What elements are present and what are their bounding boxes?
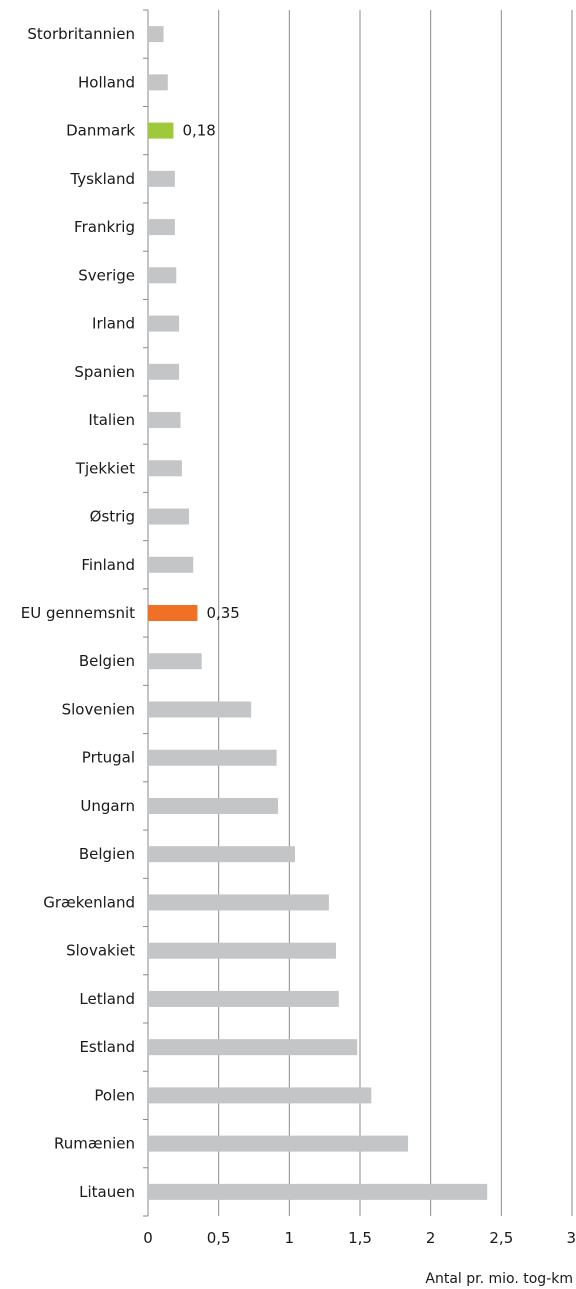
bar	[148, 74, 168, 91]
bars	[148, 26, 488, 1200]
category-label: Storbritannien	[27, 25, 135, 43]
category-label: Grækenland	[43, 893, 135, 911]
x-axis-title: Antal pr. mio. tog-km	[425, 1271, 573, 1287]
category-label: Tjekkiet	[75, 459, 135, 477]
category-label: Frankrig	[74, 218, 135, 236]
x-tick-label: 1,5	[348, 1229, 372, 1247]
y-axis	[143, 9, 149, 1217]
category-label: Prtugal	[82, 749, 135, 767]
bar	[148, 749, 277, 766]
bar	[148, 1135, 409, 1152]
bar	[148, 412, 181, 429]
category-label: Irland	[92, 315, 135, 333]
bar	[148, 605, 198, 621]
bar	[148, 1183, 488, 1200]
bar	[148, 267, 177, 284]
x-tick-label: 0,5	[207, 1229, 231, 1247]
category-labels: Storbritannien Holland Danmark Tyskland Fran…	[21, 25, 136, 1201]
bar	[148, 122, 174, 139]
bar	[148, 701, 252, 718]
data-labels: 0,18 0,35	[182, 122, 239, 622]
bar	[148, 315, 180, 332]
bar	[148, 508, 189, 525]
category-label: Spanien	[74, 363, 135, 381]
x-tick-label: 3	[566, 1229, 576, 1247]
x-tick-labels: 0 0,5 1 1,5 2 2,5 3	[143, 1229, 576, 1247]
category-label: Finland	[81, 556, 135, 574]
bar	[148, 219, 175, 236]
bar	[148, 942, 336, 959]
category-label: Østrig	[90, 508, 135, 526]
category-label: Holland	[78, 73, 135, 91]
category-label: EU gennemsnit	[21, 604, 135, 622]
category-label: Italien	[88, 411, 135, 429]
category-label: Danmark	[66, 122, 135, 140]
bar	[148, 26, 164, 43]
category-label: Sverige	[78, 266, 135, 284]
bar	[148, 460, 182, 477]
bar	[148, 1087, 372, 1104]
bar	[148, 990, 339, 1007]
category-label: Ungarn	[80, 797, 135, 815]
category-label: Belgien	[79, 652, 135, 670]
category-label: Belgien	[79, 845, 135, 863]
bar	[148, 846, 295, 863]
data-label: 0,35	[206, 604, 239, 622]
x-tick-label: 2,5	[489, 1229, 513, 1247]
category-label: Slovenien	[62, 700, 135, 718]
x-tick-label: 1	[285, 1229, 295, 1247]
bar	[148, 363, 180, 380]
data-label: 0,18	[182, 122, 215, 140]
category-label: Letland	[79, 990, 135, 1008]
category-label: Rumænien	[54, 1135, 135, 1153]
category-label: Litauen	[79, 1183, 135, 1201]
x-tick-label: 2	[426, 1229, 436, 1247]
x-tick-label: 0	[143, 1229, 153, 1247]
category-label: Tyskland	[69, 170, 135, 188]
category-label: Slovakiet	[66, 942, 135, 960]
category-label: Polen	[94, 1086, 135, 1104]
bar	[148, 797, 279, 814]
bar	[148, 653, 202, 670]
bar	[148, 556, 194, 573]
grid-lines	[218, 10, 573, 1216]
category-label: Estland	[79, 1038, 135, 1056]
bar	[148, 170, 175, 187]
bar	[148, 894, 329, 911]
bar	[148, 1039, 358, 1056]
